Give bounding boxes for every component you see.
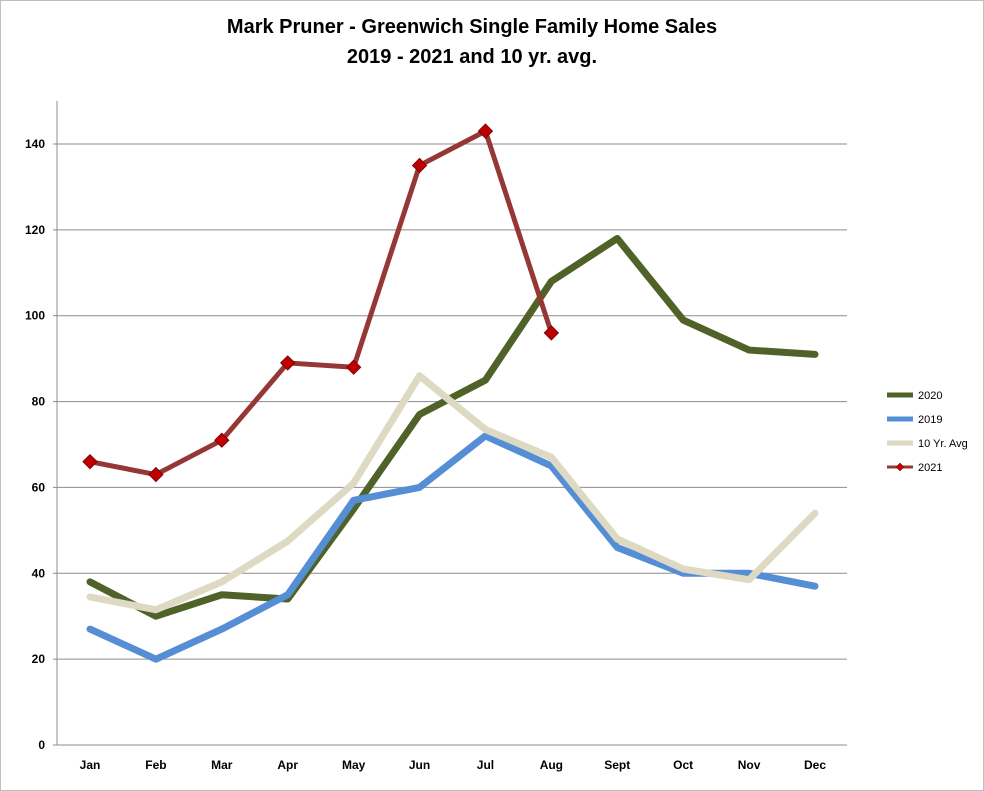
series-line-2020: [86, 234, 819, 620]
legend-label-10-yr-avg: 10 Yr. Avg: [918, 438, 968, 450]
series-markers: [82, 123, 560, 483]
y-tick-label: 140: [25, 137, 45, 151]
y-tick-label: 20: [32, 652, 46, 666]
x-tick-label: Jul: [477, 758, 494, 772]
x-tick-label: May: [342, 758, 366, 772]
chart-title: Mark Pruner - Greenwich Single Family Ho…: [0, 12, 944, 72]
legend-marker-2021: [895, 462, 905, 472]
y-tick-label: 100: [25, 309, 45, 323]
y-tick-label: 60: [32, 480, 46, 494]
point-2021-mar: [214, 432, 230, 448]
series-line-2021: [87, 128, 554, 478]
y-tick-label: 120: [25, 223, 45, 237]
point-2021-apr: [280, 355, 296, 371]
x-tick-label: Oct: [673, 758, 693, 772]
x-tick-label: Jan: [80, 758, 101, 772]
y-axis-tick-labels: 0 20 40 60 80 100 120 140: [25, 137, 45, 752]
x-tick-label: Mar: [211, 758, 233, 772]
x-tick-label: Dec: [804, 758, 826, 772]
x-tick-label: Sept: [604, 758, 630, 772]
x-tick-label: Nov: [738, 758, 761, 772]
legend-label-2019: 2019: [918, 414, 942, 426]
y-tick-label: 0: [38, 738, 45, 752]
x-axis-tick-labels: Jan Feb Mar Apr May Jun Jul Aug Sept Oct Nov Dec: [80, 758, 827, 772]
chart-title-line-2: 2019 - 2021 and 10 yr. avg.: [346, 46, 598, 68]
point-2021-aug: [543, 325, 560, 341]
legend-label-2021: 2021: [918, 462, 942, 474]
point-2021-feb: [148, 466, 164, 483]
series-line-10-yr-avg: [86, 372, 819, 614]
x-tick-label: Aug: [540, 758, 563, 772]
y-tick-label: 80: [32, 395, 46, 409]
series-line-2019: [86, 432, 819, 663]
point-2021-jul: [477, 123, 494, 139]
x-tick-label: Feb: [145, 758, 166, 772]
legend: 2020 2019 10 Yr. Avg 2021: [887, 390, 968, 474]
point-2021-jun: [411, 157, 428, 174]
legend-label-2020: 2020: [918, 390, 942, 402]
x-tick-label: Apr: [277, 758, 298, 772]
x-tick-label: Jun: [409, 758, 430, 772]
point-2021-jan: [82, 453, 98, 470]
axes: [53, 101, 847, 746]
chart-title-line-1: Mark Pruner - Greenwich Single Family Ho…: [226, 16, 718, 38]
series-lines: [86, 128, 819, 663]
point-2021-may: [345, 359, 362, 375]
y-tick-label: 40: [32, 566, 46, 580]
